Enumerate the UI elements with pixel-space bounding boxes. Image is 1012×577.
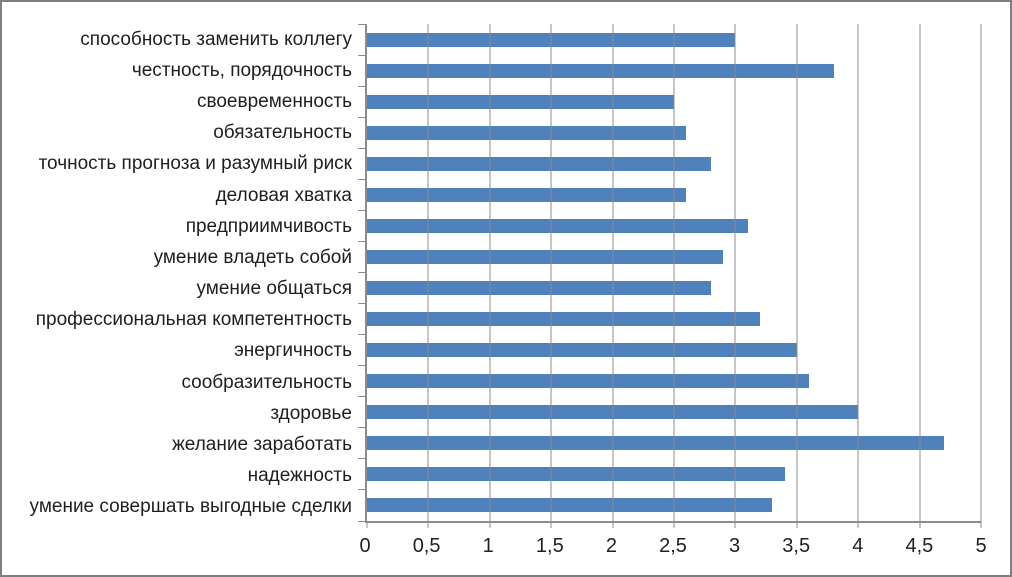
bar-row xyxy=(367,335,981,366)
x-axis-tick xyxy=(366,521,368,528)
y-axis-tick xyxy=(358,209,365,211)
x-axis-tick xyxy=(427,521,429,528)
bar xyxy=(367,249,724,264)
x-axis-tick-label: 3,5 xyxy=(782,535,811,557)
x-axis-tick xyxy=(489,521,491,528)
x-axis-tick-label: 0 xyxy=(359,535,371,557)
gridline xyxy=(427,24,429,521)
x-axis-tick-label: 3 xyxy=(729,535,741,557)
y-axis-tick xyxy=(358,147,365,149)
x-axis-tick-label: 2 xyxy=(605,535,617,557)
bar-row xyxy=(367,273,981,304)
x-axis-tick xyxy=(857,521,859,528)
bar-row xyxy=(367,179,981,210)
bar xyxy=(367,498,773,513)
y-axis-tick xyxy=(358,365,365,367)
bar-row xyxy=(367,428,981,459)
bar-row xyxy=(367,148,981,179)
x-axis-tick-label: 4,5 xyxy=(905,535,934,557)
bar xyxy=(367,63,834,78)
x-axis-tick-label: 4 xyxy=(852,535,864,557)
y-axis-tick xyxy=(358,54,365,56)
category-label: желание заработать xyxy=(172,434,352,456)
gridline xyxy=(980,24,982,521)
gridline xyxy=(857,24,859,521)
gridline xyxy=(796,24,798,521)
bar-row xyxy=(367,304,981,335)
category-label: честность, порядочность xyxy=(131,59,352,81)
y-axis-tick xyxy=(358,85,365,87)
category-label: здоровье xyxy=(270,402,352,424)
y-axis-tick xyxy=(358,23,365,25)
category-label: предприимчивость xyxy=(185,215,352,237)
x-axis-tick xyxy=(550,521,552,528)
y-axis-tick xyxy=(358,334,365,336)
category-label: способность заменить коллегу xyxy=(80,28,352,50)
bar xyxy=(367,125,687,140)
y-axis-tick xyxy=(358,396,365,398)
x-axis-tick xyxy=(980,521,982,528)
x-axis-tick-label: 0,5 xyxy=(412,535,441,557)
gridline xyxy=(673,24,675,521)
category-label: умение общаться xyxy=(196,278,353,300)
category-label: умение совершать выгодные сделки xyxy=(29,496,352,518)
y-axis-tick xyxy=(358,489,365,491)
y-axis-tick xyxy=(358,240,365,242)
bar xyxy=(367,187,687,202)
bar xyxy=(367,281,711,296)
gridline xyxy=(550,24,552,521)
bar-row xyxy=(367,241,981,272)
x-axis-tick xyxy=(734,521,736,528)
bar-row xyxy=(367,490,981,521)
category-label: точность прогноза и разумный риск xyxy=(38,153,352,175)
y-axis-tick xyxy=(358,458,365,460)
y-axis-tick xyxy=(358,520,365,522)
x-axis-tick-label: 1 xyxy=(482,535,494,557)
y-axis-tick xyxy=(358,303,365,305)
x-axis-tick-label: 2,5 xyxy=(659,535,687,557)
category-label: деловая хватка xyxy=(215,184,352,206)
gridline xyxy=(734,24,736,521)
bar xyxy=(367,467,785,482)
x-axis-tick-label: 5 xyxy=(975,535,987,557)
gridline xyxy=(489,24,491,521)
x-axis-tick xyxy=(673,521,675,528)
bar-row xyxy=(367,117,981,148)
category-label: профессиональная компетентность xyxy=(35,309,352,331)
bar-row xyxy=(367,366,981,397)
gridline xyxy=(612,24,614,521)
y-axis-tick xyxy=(358,178,365,180)
category-label: сообразительность xyxy=(181,371,352,393)
category-label: своевременность xyxy=(196,90,352,112)
bars-container xyxy=(367,24,981,521)
bar-row xyxy=(367,459,981,490)
bar-row xyxy=(367,55,981,86)
plot-area xyxy=(358,23,982,528)
category-label: энергичность xyxy=(234,340,352,362)
y-axis-tick xyxy=(358,116,365,118)
bar xyxy=(367,436,945,451)
bar xyxy=(367,374,810,389)
bar xyxy=(367,343,797,358)
bar xyxy=(367,156,711,171)
x-axis-tick-label: 1,5 xyxy=(535,535,564,557)
bar xyxy=(367,218,748,233)
category-label: умение владеть собой xyxy=(153,246,352,268)
x-axis-tick xyxy=(796,521,798,528)
category-label: надежность xyxy=(247,465,352,487)
x-axis-tick-labels: 0 0,5 1 1,5 2 2,5 3 3,5 4 4,5 5 xyxy=(359,523,986,575)
x-axis-tick xyxy=(612,521,614,528)
y-axis-tick xyxy=(358,427,365,429)
bar xyxy=(367,312,760,327)
bar xyxy=(367,94,674,109)
bar-row xyxy=(367,86,981,117)
x-axis-tick xyxy=(919,521,921,528)
y-axis-tick xyxy=(358,272,365,273)
y-axis-category-labels: способность заменить коллегу честность, п… xyxy=(2,24,365,523)
category-label: обязательность xyxy=(213,122,352,144)
bar-row xyxy=(367,210,981,241)
gridline xyxy=(919,24,921,521)
